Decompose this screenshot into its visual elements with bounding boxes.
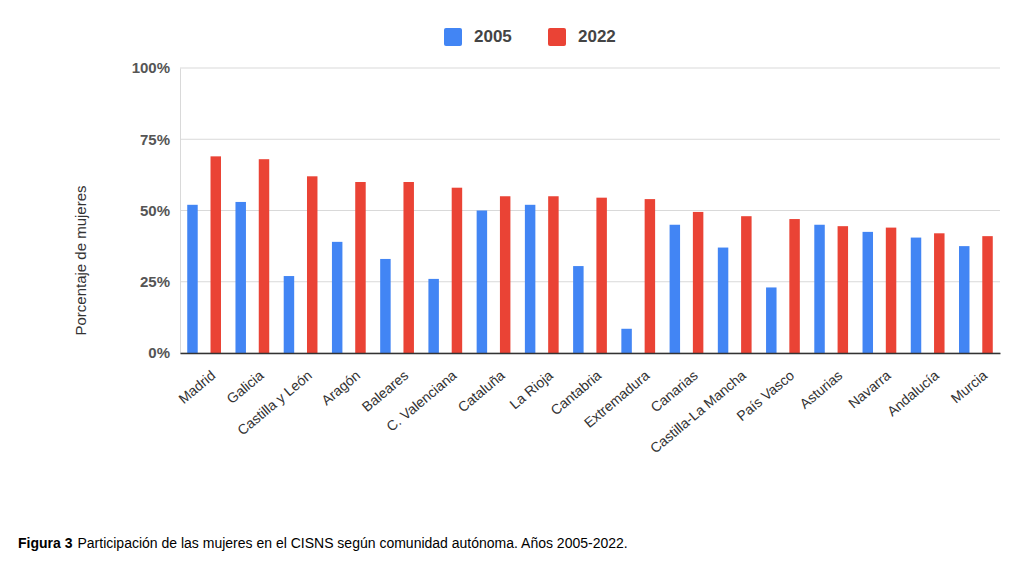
bar xyxy=(452,188,462,353)
caption-text: Participación de las mujeres en el CISNS… xyxy=(77,535,627,551)
caption: Figura 3Participación de las mujeres en … xyxy=(18,535,628,551)
x-tick: Cataluña xyxy=(455,353,508,415)
bar xyxy=(573,266,583,353)
bar xyxy=(886,228,896,353)
bar xyxy=(355,182,365,353)
x-tick-label: Murcia xyxy=(948,367,991,406)
bar xyxy=(789,219,799,353)
bar xyxy=(982,236,992,353)
grid-line xyxy=(180,210,1000,211)
bar xyxy=(596,198,606,353)
x-tick: Madrid xyxy=(175,353,218,407)
legend-swatch xyxy=(548,28,566,46)
y-tick-label: 0% xyxy=(148,344,170,361)
x-tick: Castilla-La Mancha xyxy=(647,353,749,456)
x-tick: Extremadura xyxy=(581,353,653,431)
bar xyxy=(307,176,317,353)
x-tick: Aragón xyxy=(318,353,363,408)
bar xyxy=(766,287,776,353)
y-tick-label: 100% xyxy=(132,59,170,76)
x-tick-label: Aragón xyxy=(318,367,363,408)
x-tick: País Vasco xyxy=(733,353,797,424)
grid-line xyxy=(180,281,1000,282)
x-tick: La Rioja xyxy=(506,353,556,412)
bar xyxy=(525,205,535,353)
grid-line xyxy=(180,353,1000,354)
bar-series xyxy=(187,202,969,353)
x-tick-label: Castilla y León xyxy=(234,367,315,438)
x-axis: MadridGaliciaCastilla y LeónAragónBalear… xyxy=(175,353,1000,456)
x-tick: Andalucía xyxy=(884,353,942,419)
bar xyxy=(380,259,390,353)
x-tick-label: Extremadura xyxy=(581,367,653,431)
bar xyxy=(284,276,294,353)
bar xyxy=(621,329,631,353)
x-tick-label: Asturias xyxy=(796,367,845,412)
x-tick-label: Andalucía xyxy=(884,367,942,419)
x-tick: C. Valenciana xyxy=(383,353,459,435)
x-tick-label: Cataluña xyxy=(455,367,508,415)
bar xyxy=(693,212,703,353)
y-tick: 50% xyxy=(140,202,180,219)
y-axis: 0% 25% 50% 75% 100% xyxy=(132,59,181,361)
x-tick-label: Madrid xyxy=(175,367,218,407)
bar xyxy=(259,159,269,353)
x-tick-label: Galicia xyxy=(224,367,267,407)
bar-series xyxy=(211,156,993,353)
y-tick-label: 50% xyxy=(140,202,170,219)
bar xyxy=(211,156,221,353)
bar xyxy=(500,196,510,353)
x-tick-label: C. Valenciana xyxy=(383,367,459,435)
bar xyxy=(645,199,655,353)
bar xyxy=(863,232,873,353)
legend: 2005 2022 xyxy=(444,27,616,46)
x-tick: Murcia xyxy=(948,353,991,406)
bar xyxy=(332,242,342,353)
bar xyxy=(235,202,245,353)
x-axis-line xyxy=(181,353,1001,355)
caption-label: Figura 3 xyxy=(18,535,73,551)
bar xyxy=(741,216,751,353)
bar xyxy=(838,226,848,353)
x-tick: Castilla y León xyxy=(234,353,315,438)
grid xyxy=(180,68,1000,353)
grid-line xyxy=(180,68,1000,69)
legend-swatch xyxy=(444,28,462,46)
x-tick: Galicia xyxy=(224,353,267,407)
legend-label: 2005 xyxy=(474,27,512,46)
y-axis-line xyxy=(180,69,181,354)
y-tick: 25% xyxy=(140,273,180,290)
bar xyxy=(187,205,197,353)
bar xyxy=(911,238,921,353)
x-tick: Navarra xyxy=(845,353,894,411)
grid-line xyxy=(180,139,1000,140)
bars xyxy=(187,156,993,353)
y-axis-title: Porcentaje de mujeres xyxy=(72,185,89,335)
bar xyxy=(548,196,558,353)
bar xyxy=(477,211,487,354)
y-tick: 100% xyxy=(132,59,180,76)
bar xyxy=(403,182,413,353)
y-tick: 75% xyxy=(140,131,180,148)
bar xyxy=(670,225,680,353)
y-tick-label: 75% xyxy=(140,131,170,148)
y-tick-label: 25% xyxy=(140,273,170,290)
x-tick-label: País Vasco xyxy=(733,367,797,424)
legend-label: 2022 xyxy=(578,27,616,46)
bar xyxy=(428,279,438,353)
chart: 0% 25% 50% 75% 100% MadridGaliciaCastilla y L… xyxy=(0,0,1024,576)
bar xyxy=(718,248,728,353)
bar xyxy=(814,225,824,353)
bar xyxy=(934,233,944,353)
x-tick: Asturias xyxy=(796,353,845,412)
y-tick: 0% xyxy=(148,344,180,361)
bar xyxy=(959,246,969,353)
